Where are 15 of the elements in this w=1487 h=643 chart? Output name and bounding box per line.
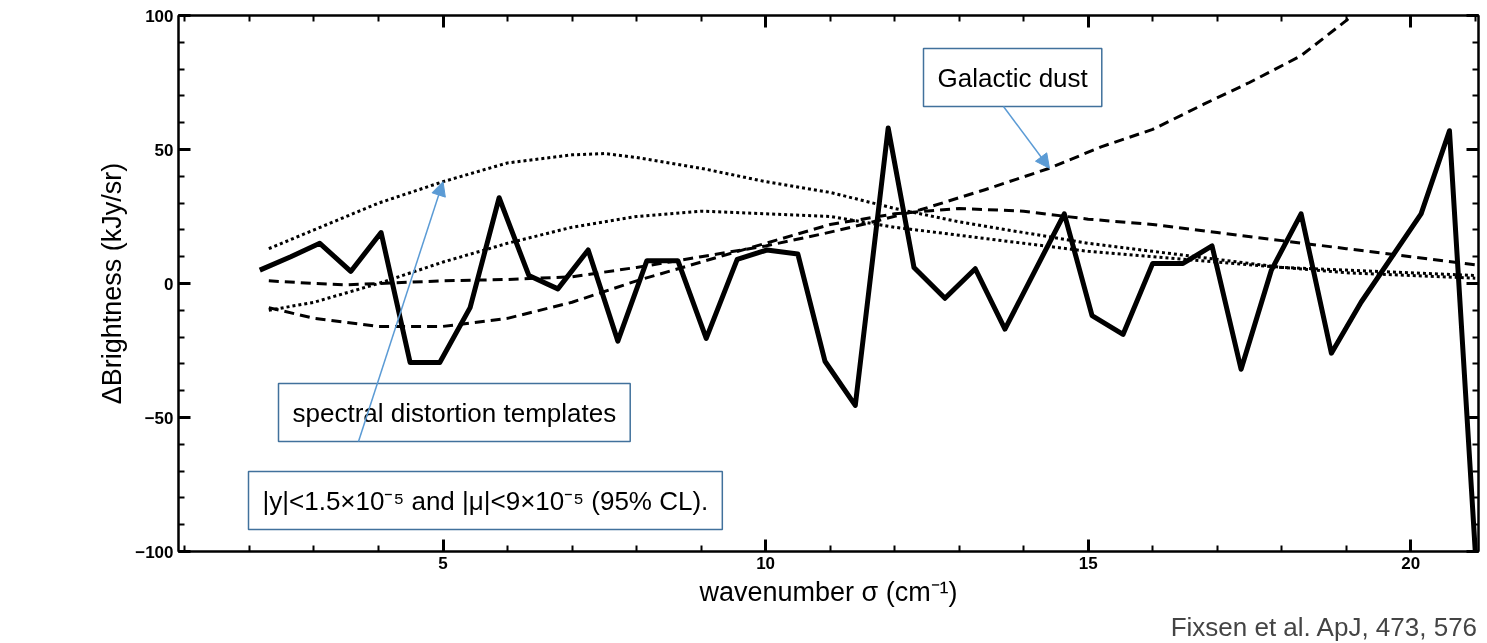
text: Fixsen et al. ApJ, 473, 576: [1170, 611, 1478, 642]
annotation: |y|<1.5×10⁻⁵ and |μ|<9×10⁻⁵ (95% CL).: [262, 485, 709, 516]
y-tick-label: −100: [135, 542, 174, 562]
y-tick-label: 100: [145, 6, 174, 26]
x-tick-label: 15: [1078, 553, 1098, 573]
x-axis-title: wavenumber σ (cm⁻¹): [698, 576, 958, 607]
y-tick-label: −50: [144, 408, 174, 428]
x-tick-label: 10: [756, 553, 776, 573]
y-axis-title: ΔBrightness (kJy/sr): [97, 162, 128, 405]
x-tick-label: 5: [438, 553, 448, 573]
annotation: spectral distortion templates: [292, 397, 617, 428]
annotation: Galactic dust: [937, 62, 1089, 93]
y-tick-label: 0: [164, 274, 174, 294]
x-tick-label: 20: [1401, 553, 1421, 573]
y-tick-label: 50: [154, 140, 174, 160]
